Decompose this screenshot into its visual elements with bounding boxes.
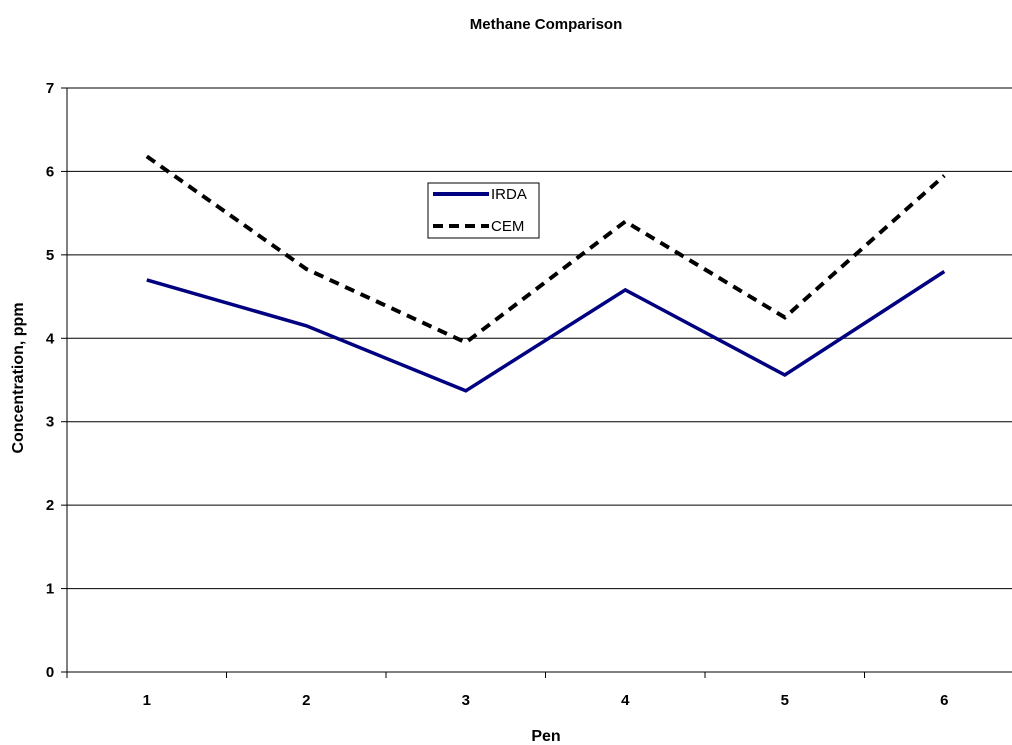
chart-title: Methane Comparison <box>470 16 623 33</box>
series-line-cem <box>145 154 946 345</box>
y-tick-label-6: 6 <box>46 163 54 180</box>
series-line-irda <box>146 270 946 393</box>
x-tick-label-3: 3 <box>462 692 470 709</box>
y-tick-label-5: 5 <box>46 247 54 264</box>
y-tick-label-3: 3 <box>46 414 54 431</box>
gridlines <box>67 87 1012 590</box>
legend: IRDA CEM <box>427 182 540 239</box>
series-lines <box>145 154 946 393</box>
x-axis-label: Pen <box>531 728 560 745</box>
axes <box>61 87 1012 678</box>
x-tick-label-5: 5 <box>781 692 789 709</box>
x-tick-label-4: 4 <box>621 692 630 709</box>
tick-labels: 0 1 2 3 4 5 6 7 1 2 3 4 5 6 <box>46 80 949 709</box>
y-tick-label-0: 0 <box>46 664 54 681</box>
legend-label-irda: IRDA <box>491 186 527 203</box>
y-tick-label-2: 2 <box>46 497 54 514</box>
x-tick-label-6: 6 <box>940 692 948 709</box>
legend-label-cem: CEM <box>491 218 524 235</box>
y-tick-label-4: 4 <box>46 330 55 347</box>
x-tick-label-2: 2 <box>302 692 310 709</box>
y-axis-label: Concentration, ppm <box>10 302 27 453</box>
y-tick-label-1: 1 <box>46 581 54 598</box>
x-tick-label-1: 1 <box>143 692 151 709</box>
y-tick-label-7: 7 <box>46 80 54 97</box>
